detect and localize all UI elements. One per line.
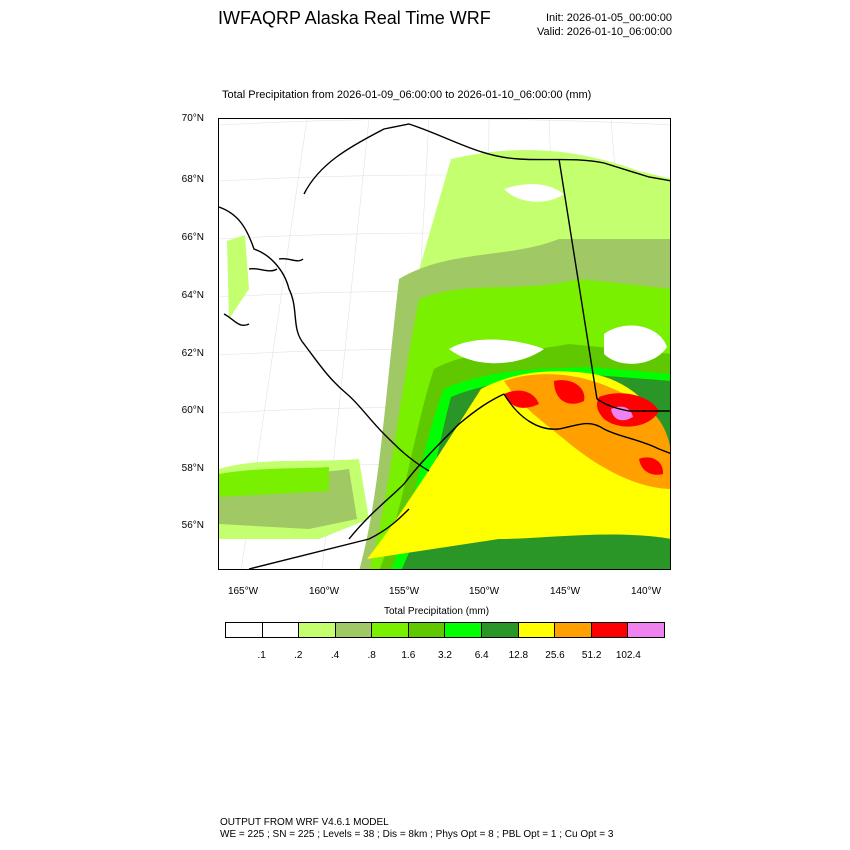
lat-label-68: 68°N xyxy=(181,174,204,185)
lon-label-140w: 140°W xyxy=(630,586,662,597)
colorbar-label: 12.8 xyxy=(508,650,529,661)
lat-label-56: 56°N xyxy=(181,520,204,531)
model-info: OUTPUT FROM WRF V4.6.1 MODEL xyxy=(220,817,389,828)
lat-label-60: 60°N xyxy=(181,405,204,416)
main-title: IWFAQRP Alaska Real Time WRF xyxy=(218,8,491,28)
colorbar-box-10 xyxy=(591,623,629,637)
lat-label-70: 70°N xyxy=(181,113,204,124)
colorbar-box-11 xyxy=(628,623,664,637)
lon-label-165w: 165°W xyxy=(227,586,259,597)
valid-time: Valid: 2026-01-10_06:00:00 xyxy=(537,26,672,38)
colorbar-label: 3.2 xyxy=(438,650,452,661)
precip-field xyxy=(219,150,670,569)
colorbar-box-0 xyxy=(226,623,263,637)
colorbar-box-8 xyxy=(518,623,556,637)
colorbar-label: 6.4 xyxy=(474,650,489,661)
coastlines xyxy=(219,123,670,569)
colorbar-label: .4 xyxy=(330,650,340,661)
colorbar-title: Total Precipitation (mm) xyxy=(384,606,490,617)
colorbar-box-7 xyxy=(482,623,519,637)
colorbar-label: 51.2 xyxy=(581,650,602,661)
colorbar-label: 102.4 xyxy=(615,650,641,661)
colorbar-label: .1 xyxy=(257,650,266,661)
precipitation-map xyxy=(218,118,671,570)
lon-label-145w: 145°W xyxy=(549,586,581,597)
lon-label-155w: 155°W xyxy=(388,586,420,597)
colorbar-box-1 xyxy=(262,623,300,637)
colorbar-label: 25.6 xyxy=(545,650,565,661)
colorbar-box-5 xyxy=(408,623,446,637)
colorbar-label: .8 xyxy=(367,650,376,661)
lat-label-66: 66°N xyxy=(181,232,204,243)
colorbar-box-2 xyxy=(299,623,336,637)
lon-label-150w: 150°W xyxy=(468,586,500,597)
plot-subtitle: Total Precipitation from 2026-01-09_06:0… xyxy=(222,89,592,101)
colorbar-box-6 xyxy=(445,623,483,637)
lat-label-64: 64°N xyxy=(181,290,204,301)
colorbar-label: 1.6 xyxy=(401,650,416,661)
colorbar-box-4 xyxy=(372,623,409,637)
lat-label-62: 62°N xyxy=(181,348,204,359)
colorbar-box-3 xyxy=(335,623,373,637)
map-canvas xyxy=(219,119,670,569)
init-time: Init: 2026-01-05_00:00:00 xyxy=(546,12,672,24)
lon-label-160w: 160°W xyxy=(308,586,340,597)
colorbar-label: .2 xyxy=(294,650,303,661)
model-config: WE = 225 ; SN = 225 ; Levels = 38 ; Dis … xyxy=(220,829,614,840)
lat-label-58: 58°N xyxy=(181,463,204,474)
colorbar-box-9 xyxy=(555,623,592,637)
colorbar xyxy=(225,622,665,638)
